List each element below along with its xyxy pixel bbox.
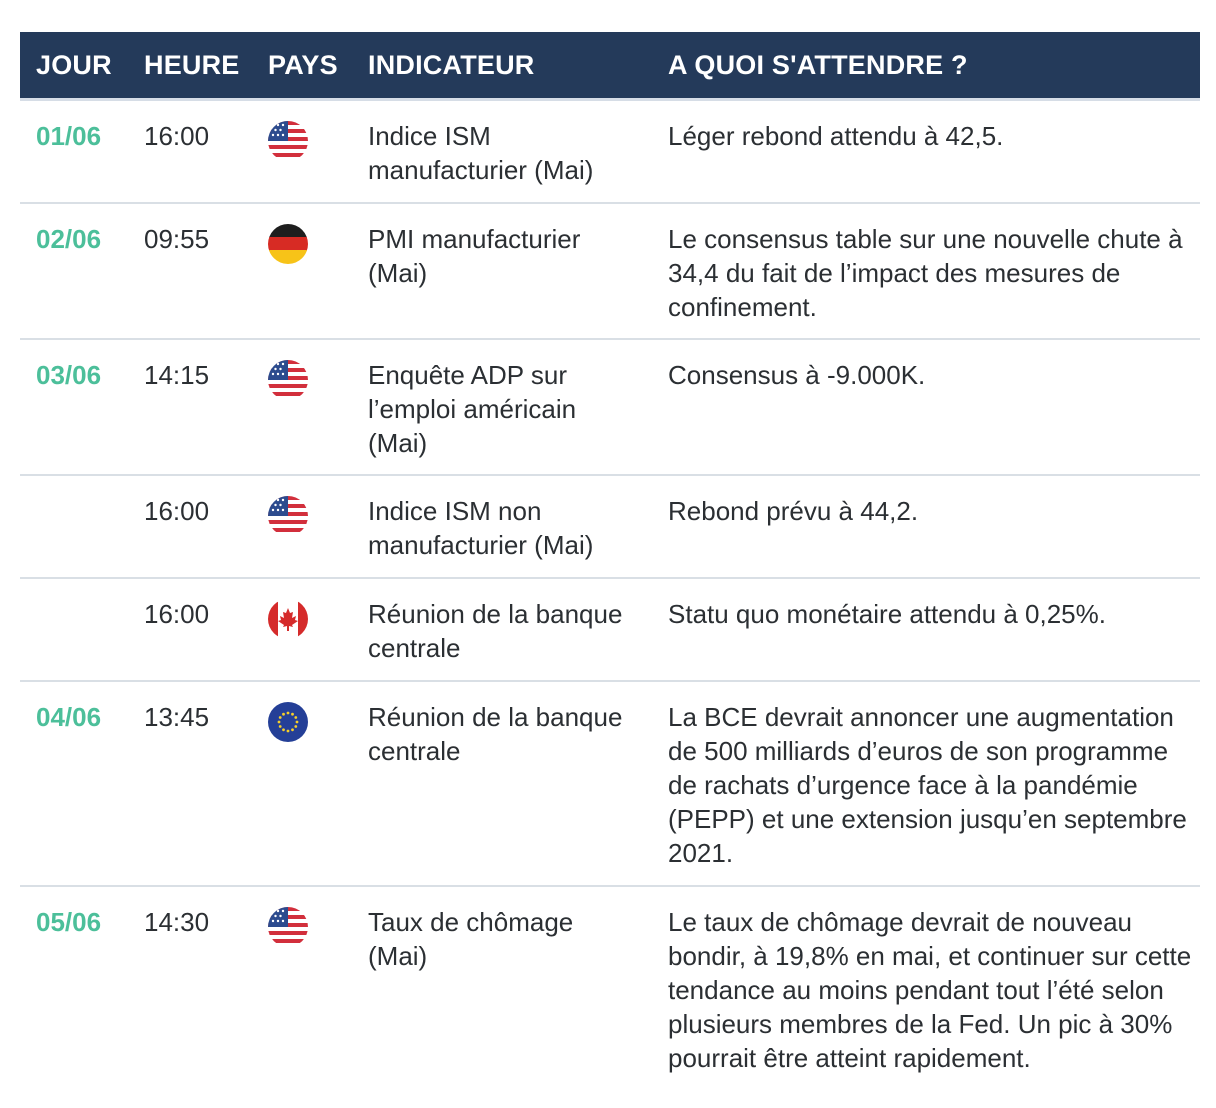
table-row: 01/06 16:00 Indice ISM manufacturier (Ma… [20,101,1200,204]
table-row: 05/06 14:30 Taux de chômage (Mai) Le tau… [20,887,1200,1087]
row-indicator: Indice ISM non manufacturier (Mai) [368,496,594,560]
row-expectation: Rebond prévu à 44,2. [668,496,919,526]
row-expectation: Statu quo monétaire attendu à 0,25%. [668,599,1106,629]
row-indicator: Réunion de la banque centrale [368,702,623,766]
row-day: 01/06 [36,121,102,151]
row-time: 13:45 [144,702,210,732]
economic-calendar-table: JOUR HEURE PAYS INDICATEUR A QUOI S'ATTE… [20,32,1200,1087]
row-time: 14:30 [144,907,210,937]
header-day: JOUR [36,50,112,80]
table-header: JOUR HEURE PAYS INDICATEUR A QUOI S'ATTE… [20,32,1200,101]
eu-flag-icon [268,702,308,742]
row-day: 05/06 [36,907,102,937]
row-indicator: Réunion de la banque centrale [368,599,623,663]
row-time: 14:15 [144,360,210,390]
header-indicator: INDICATEUR [368,50,535,80]
row-day: 03/06 [36,360,102,390]
germany-flag-icon [268,224,308,264]
row-indicator: PMI manufacturier (Mai) [368,224,581,288]
row-indicator: Taux de chômage (Mai) [368,907,574,971]
us-flag-icon [268,907,308,947]
header-time: HEURE [144,50,240,80]
row-expectation: Léger rebond attendu à 42,5. [668,121,1004,151]
row-expectation: Le taux de chômage devrait de nouveau bo… [668,907,1192,1073]
us-flag-icon [268,496,308,536]
row-day: 04/06 [36,702,102,732]
row-expectation: La BCE devrait annoncer une augmentation… [668,702,1187,868]
table-row: 02/06 09:55 PMI manufacturier (Mai) Le c… [20,204,1200,340]
table-row: 16:00 Réunion de la banque centrale Stat… [20,579,1200,682]
row-expectation: Le consensus table sur une nouvelle chut… [668,224,1183,322]
row-day: 02/06 [36,224,102,254]
us-flag-icon [268,360,308,400]
row-time: 16:00 [144,599,210,629]
header-country: PAYS [268,50,338,80]
row-indicator: Indice ISM manufacturier (Mai) [368,121,594,185]
row-indicator: Enquête ADP sur l’emploi américain (Mai) [368,360,577,458]
row-expectation: Consensus à -9.000K. [668,360,926,390]
header-expectation: A QUOI S'ATTENDRE ? [668,50,968,80]
row-time: 16:00 [144,496,210,526]
table-row: 16:00 Indice ISM non manufacturier (Mai)… [20,476,1200,579]
canada-flag-icon [268,599,308,639]
table-row: 04/06 13:45 Réunion de la banque central… [20,682,1200,887]
table-row: 03/06 14:15 Enquête ADP sur l’emploi amé… [20,340,1200,476]
row-time: 09:55 [144,224,210,254]
row-time: 16:00 [144,121,210,151]
us-flag-icon [268,121,308,161]
